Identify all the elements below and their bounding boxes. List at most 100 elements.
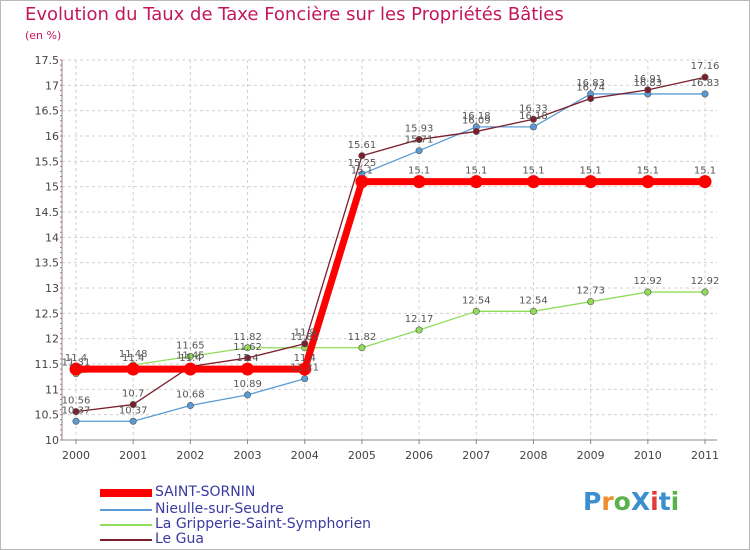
data-point	[701, 288, 709, 296]
data-point	[129, 417, 137, 425]
data-point	[529, 115, 537, 123]
data-point	[69, 362, 83, 376]
data-label: 16.83	[576, 78, 605, 89]
x-tick-label: 2002	[176, 449, 204, 462]
y-tick-label: 10	[45, 434, 59, 447]
data-label: 10.37	[62, 405, 91, 416]
data-label: 10.68	[176, 390, 205, 401]
data-label: 15.61	[348, 140, 377, 151]
logo-letter: P	[583, 487, 602, 516]
data-label: 15.25	[348, 158, 377, 169]
y-tick-label: 11.5	[35, 358, 60, 371]
data-point	[129, 401, 137, 409]
data-label: 12.54	[519, 295, 548, 306]
data-label: 11.48	[119, 349, 148, 360]
data-point	[412, 175, 426, 189]
data-label: 11.82	[233, 332, 262, 343]
data-point	[529, 123, 537, 131]
legend-label-la-gripperie: La Gripperie-Saint-Symphorien	[155, 516, 372, 532]
y-tick-label: 15.5	[35, 155, 60, 168]
data-label: 15.1	[694, 166, 716, 177]
data-point	[587, 95, 595, 103]
data-label: 15.71	[405, 135, 434, 146]
data-point	[301, 375, 309, 383]
data-label: 12.92	[691, 276, 720, 287]
data-label: 11.31	[62, 358, 91, 369]
y-tick-label: 14.5	[35, 206, 60, 219]
x-tick-label: 2000	[62, 449, 90, 462]
data-label: 11.65	[176, 340, 205, 351]
data-point	[244, 354, 252, 362]
legend-swatch-nieulle-sur-seudre	[100, 509, 152, 511]
y-tick-label: 16	[45, 130, 59, 143]
data-label: 16.91	[633, 74, 662, 85]
data-label: 11.4	[65, 353, 87, 364]
y-tick-label: 17.5	[35, 54, 60, 67]
data-point	[358, 344, 366, 352]
data-label: 11.82	[348, 332, 377, 343]
y-tick-label: 17	[45, 79, 59, 92]
data-label: 10.37	[119, 405, 148, 416]
data-point	[186, 352, 194, 360]
logo-letter: X	[630, 487, 651, 516]
data-label: 11.45	[176, 351, 205, 362]
y-tick-label: 13	[45, 282, 59, 295]
y-tick-label: 11	[45, 383, 59, 396]
y-tick-label: 16.5	[35, 105, 60, 118]
data-label: 11.9	[294, 328, 316, 339]
data-point	[641, 175, 655, 189]
data-label: 15.1	[637, 166, 659, 177]
data-label: 11.4	[294, 353, 316, 364]
data-label: 16.18	[519, 111, 548, 122]
logo-letter: t	[658, 487, 671, 516]
data-point	[72, 408, 80, 416]
data-point	[72, 417, 80, 425]
data-label: 11.4	[122, 353, 144, 364]
x-tick-label: 2003	[234, 449, 262, 462]
legend-swatch-la-gripperie	[100, 524, 152, 526]
data-point	[472, 307, 480, 315]
series-line-2	[75, 291, 705, 375]
data-point	[584, 175, 598, 189]
legend-label-nieulle-sur-seudre: Nieulle-sur-Seudre	[155, 501, 284, 517]
data-label: 11.62	[233, 342, 262, 353]
y-tick-label: 12.5	[35, 307, 60, 320]
data-point	[415, 136, 423, 144]
legend-label-le-gua: Le Gua	[155, 531, 204, 547]
series-line-0	[76, 178, 705, 373]
x-tick-label: 2005	[348, 449, 376, 462]
data-label: 16.09	[462, 115, 491, 126]
y-tick-label: 13.5	[35, 257, 60, 270]
data-label: 15.1	[580, 166, 602, 177]
data-point	[526, 175, 540, 189]
proxiti-logo: ProXiti	[583, 487, 679, 516]
data-point	[415, 326, 423, 334]
series-line-3	[75, 76, 706, 413]
data-label: 16.83	[633, 78, 662, 89]
data-label: 12.73	[576, 286, 605, 297]
data-label: 15.1	[408, 166, 430, 177]
x-tick-label: 2009	[577, 449, 605, 462]
legend-swatch-saint-sornin	[100, 489, 152, 497]
data-point	[186, 402, 194, 410]
data-point	[698, 175, 712, 189]
logo-letter: i	[670, 487, 680, 516]
data-label: 12.17	[405, 314, 434, 325]
data-label: 11.4	[236, 353, 258, 364]
data-point	[301, 340, 309, 348]
data-label: 11.82	[290, 332, 319, 343]
y-tick-label: 10.5	[35, 409, 60, 422]
data-point	[472, 127, 480, 135]
data-label: 15.1	[522, 166, 544, 177]
data-point	[244, 391, 252, 399]
chart-title: Evolution du Taux de Taxe Foncière sur l…	[25, 4, 564, 25]
data-point	[469, 175, 483, 189]
series-line-1	[76, 93, 705, 422]
data-point	[415, 147, 423, 155]
x-tick-label: 2001	[119, 449, 147, 462]
x-tick-label: 2004	[291, 449, 319, 462]
x-tick-label: 2011	[691, 449, 719, 462]
data-label: 15.1	[465, 166, 487, 177]
data-point	[701, 90, 709, 98]
